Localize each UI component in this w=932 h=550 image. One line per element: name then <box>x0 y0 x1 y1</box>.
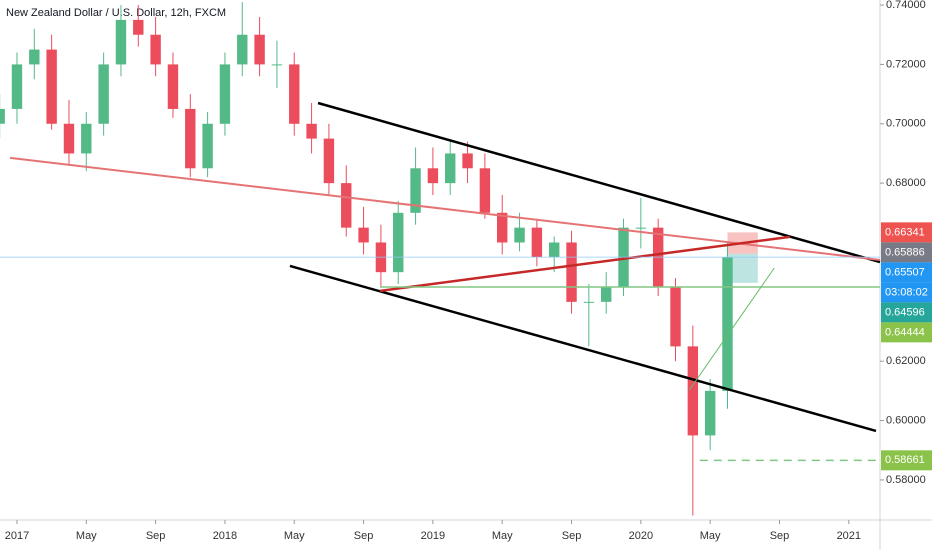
price-badge <box>881 262 932 283</box>
price-badge-label: 03:08:02 <box>885 286 928 298</box>
price-badge <box>881 242 932 263</box>
y-tick-label: 0.62000 <box>886 355 926 367</box>
candle-body <box>254 34 265 65</box>
y-tick-label: 0.68000 <box>886 177 926 189</box>
candle-body <box>566 242 577 302</box>
x-tick-label: May <box>700 530 721 542</box>
candle-body <box>497 212 508 243</box>
candle-body <box>600 287 612 302</box>
y-tick-label: 0.70000 <box>886 118 926 130</box>
candle-body <box>704 390 716 436</box>
candle-body <box>722 257 733 391</box>
price-badge <box>881 282 932 303</box>
candle-body <box>98 64 109 124</box>
x-tick-label: 2019 <box>421 530 445 542</box>
chart-title: New Zealand Dollar / U.S. Dollar, 12h, F… <box>6 7 226 19</box>
price-badge <box>881 222 932 243</box>
candle-body <box>133 19 144 35</box>
y-tick-label: 0.60000 <box>886 414 926 426</box>
candle-body <box>323 138 335 184</box>
y-tick-label: 0.74000 <box>886 0 926 11</box>
x-tick-label: May <box>76 530 97 542</box>
candle-body <box>271 64 283 66</box>
candle-body <box>514 227 525 243</box>
price-badge <box>881 450 932 471</box>
candle-body <box>0 108 5 124</box>
candle-body <box>306 123 317 139</box>
candle-body <box>358 227 369 243</box>
candle-body <box>410 168 421 213</box>
candle-body <box>63 123 75 154</box>
x-tick-label: 2020 <box>629 530 653 542</box>
x-tick-label: Sep <box>562 530 582 542</box>
candle-body <box>393 212 404 273</box>
y-tick-label: 0.72000 <box>886 58 926 70</box>
candle-body <box>341 183 352 228</box>
candle-body <box>219 64 231 124</box>
x-tick-label: May <box>492 530 513 542</box>
trend-line <box>289 264 877 433</box>
candle-body <box>185 108 196 169</box>
x-tick-label: 2017 <box>5 530 29 542</box>
x-tick-label: 2021 <box>837 530 861 542</box>
candle-body <box>29 49 40 65</box>
candle-body <box>549 242 560 258</box>
candle-body <box>583 301 595 303</box>
trend-line <box>688 267 775 391</box>
x-tick-label: May <box>284 530 305 542</box>
candle-body <box>202 123 213 169</box>
candle-body <box>237 34 248 65</box>
price-badge-label: 0.65886 <box>885 246 925 258</box>
candle-body <box>289 64 300 124</box>
price-badge <box>881 302 932 323</box>
x-tick-label: Sep <box>770 530 790 542</box>
candle-body <box>81 123 92 154</box>
candle-body <box>11 64 23 109</box>
price-badge-label: 0.65507 <box>885 266 925 278</box>
price-badge-label: 0.66341 <box>885 226 925 238</box>
x-tick-label: Sep <box>146 530 166 542</box>
candle-body <box>427 168 439 184</box>
price-badge-label: 0.64444 <box>885 326 925 338</box>
price-badge <box>881 322 932 343</box>
candle-body <box>670 287 681 347</box>
trend-line <box>317 101 881 264</box>
candle-body <box>635 227 647 229</box>
y-tick-label: 0.58000 <box>886 474 926 486</box>
trend-line <box>379 235 791 293</box>
candle-body <box>479 168 491 213</box>
candle-body <box>462 153 473 169</box>
candle-body <box>150 34 161 65</box>
candle-body <box>687 346 699 436</box>
candle-body <box>115 19 127 65</box>
candle-body <box>46 49 57 124</box>
price-badge-label: 0.58661 <box>885 454 925 466</box>
candle-body <box>167 64 179 109</box>
x-tick-label: 2018 <box>213 530 237 542</box>
candle-body <box>531 227 543 258</box>
price-badge-label: 0.64596 <box>885 306 925 318</box>
x-tick-label: Sep <box>354 530 374 542</box>
candle-body <box>445 153 456 184</box>
